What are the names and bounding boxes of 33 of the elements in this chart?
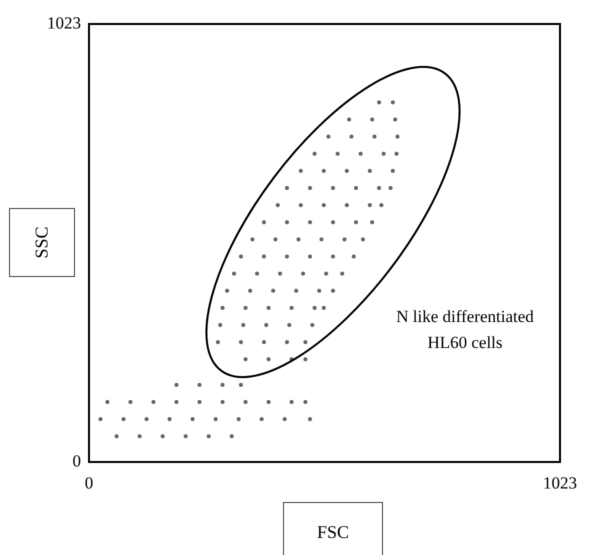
point bbox=[198, 382, 202, 387]
point bbox=[198, 400, 202, 404]
x-axis-title: FSC bbox=[283, 502, 383, 555]
point bbox=[214, 417, 218, 422]
point bbox=[151, 400, 156, 404]
point bbox=[282, 417, 287, 422]
point bbox=[168, 417, 172, 422]
point bbox=[160, 434, 165, 438]
point bbox=[290, 400, 294, 404]
point bbox=[174, 400, 178, 404]
point bbox=[260, 417, 264, 422]
point bbox=[128, 400, 132, 404]
point bbox=[114, 434, 119, 438]
point bbox=[174, 382, 178, 387]
point bbox=[105, 400, 110, 404]
point bbox=[144, 417, 149, 422]
point bbox=[238, 382, 243, 387]
point bbox=[236, 417, 241, 422]
point bbox=[138, 434, 142, 438]
point bbox=[122, 417, 126, 422]
point bbox=[190, 417, 195, 422]
point bbox=[98, 417, 103, 422]
point bbox=[266, 400, 271, 404]
point bbox=[230, 434, 234, 438]
annotation: N like differentiated HL60 cells bbox=[395, 306, 535, 354]
point bbox=[184, 434, 188, 438]
y-axis-title: SSC bbox=[32, 226, 52, 259]
point bbox=[303, 400, 308, 404]
point bbox=[220, 382, 225, 387]
point bbox=[206, 434, 211, 438]
point bbox=[244, 400, 248, 404]
point bbox=[220, 400, 225, 404]
point bbox=[308, 417, 312, 422]
